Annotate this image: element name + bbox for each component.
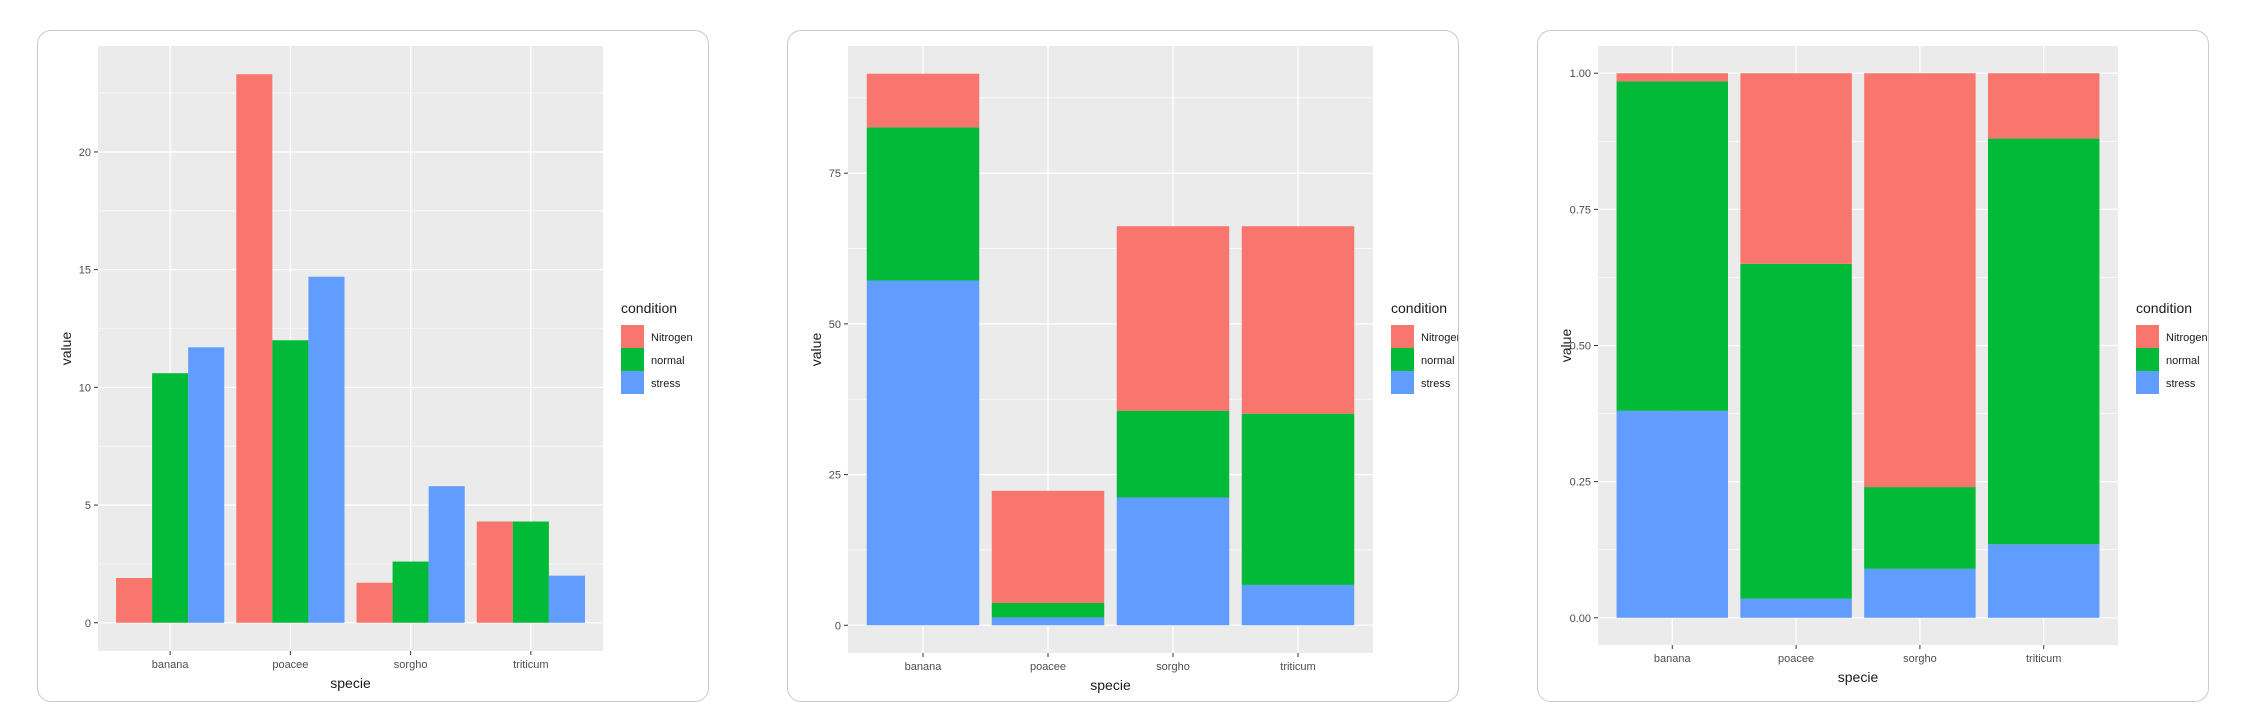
bar-segment-nitrogen-triticum [1241, 226, 1355, 414]
filled-bar-chart-panel: 0.00 0.25 0.50 0.75 1.00 banana poacee sorgho tr… [1537, 30, 2209, 702]
y-axis-title: value [58, 332, 74, 366]
bar-normal-banana [152, 373, 189, 623]
bar-normal-triticum [512, 521, 549, 623]
legend-label-stress: stress [2166, 378, 2196, 390]
legend-title: condition [621, 300, 677, 316]
bar-segment-normal-poacee [1740, 263, 1852, 599]
legend-label-normal: normal [651, 355, 685, 367]
dodged-bar-chart-panel: 0 5 10 15 20 banana poacee sorgho triticum specie… [37, 30, 709, 702]
legend-key-nitrogen [621, 325, 644, 348]
bar-segment-stress-poacee [1740, 598, 1852, 618]
bar-segment-nitrogen-banana [866, 73, 980, 128]
bar-stress-banana [188, 347, 225, 623]
legend-title: condition [1391, 300, 1447, 316]
legend-title: condition [2136, 300, 2192, 316]
y-tick-label: 0 [835, 620, 841, 632]
legend-label-nitrogen: Nitrogen [2166, 332, 2208, 344]
bar-segment-nitrogen-sorgho [1116, 226, 1230, 411]
legend-label-stress: stress [1421, 378, 1451, 390]
bar-segment-normal-triticum [1988, 138, 2100, 545]
y-tick-label: 1.00 [1570, 68, 1591, 80]
bar-segment-stress-sorgho [1864, 568, 1976, 618]
bar-segment-nitrogen-poacee [1740, 73, 1852, 264]
bar-segment-stress-triticum [1988, 544, 2100, 618]
legend-key-nitrogen [2136, 325, 2159, 348]
legend-label-stress: stress [651, 378, 681, 390]
bar-segment-normal-banana [866, 127, 980, 281]
bar-segment-nitrogen-poacee [991, 490, 1105, 603]
x-tick-label: poacee [272, 659, 308, 671]
x-axis-title: specie [1838, 669, 1879, 685]
x-tick-label: triticum [2026, 653, 2061, 665]
x-tick-label: banana [152, 659, 190, 671]
legend-label-nitrogen: Nitrogen [651, 332, 693, 344]
x-tick-label: sorgho [1903, 653, 1937, 665]
legend-key-stress [1391, 371, 1414, 394]
x-tick-label: triticum [1280, 661, 1315, 673]
legend-label-normal: normal [1421, 355, 1455, 367]
y-tick-label: 75 [829, 168, 841, 180]
bar-segment-normal-triticum [1241, 413, 1355, 585]
legend-key-stress [2136, 371, 2159, 394]
x-tick-label: banana [1654, 653, 1692, 665]
bar-segment-nitrogen-sorgho [1864, 73, 1976, 488]
stacked-bar-chart-panel: 0 25 50 75 banana poacee sorgho triticum specie v… [787, 30, 1459, 702]
bar-stress-poacee [308, 276, 345, 623]
bar-segment-nitrogen-triticum [1988, 73, 2100, 139]
x-tick-label: sorgho [1156, 661, 1190, 673]
bar-normal-sorgho [392, 561, 429, 623]
y-tick-label: 0 [85, 618, 91, 630]
bar-stress-triticum [548, 575, 585, 623]
legend-key-normal [2136, 348, 2159, 371]
x-axis-title: specie [1090, 677, 1131, 693]
y-tick-label: 5 [85, 500, 91, 512]
y-tick-label: 0.00 [1570, 613, 1591, 625]
bar-segment-stress-banana [866, 280, 980, 626]
bar-segment-normal-sorgho [1864, 487, 1976, 569]
x-tick-label: poacee [1030, 661, 1066, 673]
bar-nitrogen-triticum [476, 521, 513, 623]
legend-key-stress [621, 371, 644, 394]
x-tick-label: poacee [1778, 653, 1814, 665]
legend-label-nitrogen: Nitrogen [1421, 332, 1458, 344]
bar-segment-stress-banana [1616, 410, 1728, 618]
bar-segment-normal-sorgho [1116, 410, 1230, 498]
y-tick-label: 15 [79, 265, 91, 277]
bar-segment-stress-triticum [1241, 584, 1355, 626]
bar-segment-stress-sorgho [1116, 497, 1230, 626]
y-axis-title: value [808, 333, 824, 367]
y-tick-label: 0.25 [1570, 477, 1591, 489]
y-tick-label: 50 [829, 319, 841, 331]
filled-bar-chart: 0.00 0.25 0.50 0.75 1.00 banana poacee sorgho tr… [1558, 46, 2208, 685]
y-tick-label: 10 [79, 382, 91, 394]
bar-nitrogen-banana [116, 578, 153, 623]
y-axis-title: value [1558, 329, 1574, 363]
x-axis-title: specie [330, 675, 371, 691]
y-tick-label: 20 [79, 147, 91, 159]
x-tick-label: triticum [513, 659, 548, 671]
bar-segment-nitrogen-banana [1616, 73, 1728, 82]
stacked-bar-chart: 0 25 50 75 banana poacee sorgho triticum specie v… [808, 46, 1458, 693]
y-tick-label: 25 [829, 470, 841, 482]
bar-normal-poacee [272, 340, 309, 623]
legend-key-normal [621, 348, 644, 371]
bar-stress-sorgho [428, 486, 465, 623]
x-tick-label: sorgho [394, 659, 428, 671]
bar-nitrogen-sorgho [356, 582, 393, 623]
y-tick-label: 0.75 [1570, 204, 1591, 216]
dodged-bar-chart: 0 5 10 15 20 banana poacee sorgho triticum specie… [58, 46, 693, 691]
bar-nitrogen-poacee [236, 74, 273, 623]
bar-segment-normal-poacee [991, 602, 1105, 618]
bar-segment-stress-poacee [991, 617, 1105, 626]
x-tick-label: banana [905, 661, 943, 673]
legend-key-normal [1391, 348, 1414, 371]
legend-label-normal: normal [2166, 355, 2200, 367]
y-tick-label: 0.50 [1570, 341, 1591, 353]
bar-segment-normal-banana [1616, 81, 1728, 411]
legend-key-nitrogen [1391, 325, 1414, 348]
